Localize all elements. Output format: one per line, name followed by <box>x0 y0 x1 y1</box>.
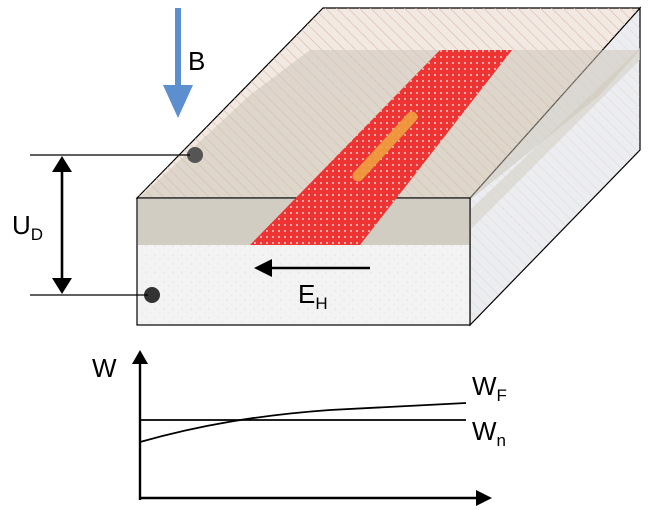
orange-bar <box>352 111 418 182</box>
bottom-contact-dot <box>144 287 160 303</box>
curve-wf <box>139 402 467 443</box>
energy-graph <box>132 350 492 506</box>
x-axis-arrowhead <box>476 490 492 506</box>
curve-label-wf: WF <box>472 371 507 405</box>
voltage-label: UD <box>12 210 43 244</box>
y-axis-arrowhead <box>132 350 148 364</box>
graph-y-label: W <box>92 353 117 383</box>
top-contact-dot <box>187 147 203 163</box>
front-face-texture <box>138 245 469 324</box>
semiconductor-slab <box>135 6 642 327</box>
curve-label-wn: Wn <box>472 416 506 450</box>
hall-field-arrow <box>254 259 370 277</box>
b-field-label: B <box>188 46 205 76</box>
magnetic-field-arrow <box>163 8 193 118</box>
voltage-measure <box>30 154 190 296</box>
hall-field-label: EH <box>298 279 328 313</box>
